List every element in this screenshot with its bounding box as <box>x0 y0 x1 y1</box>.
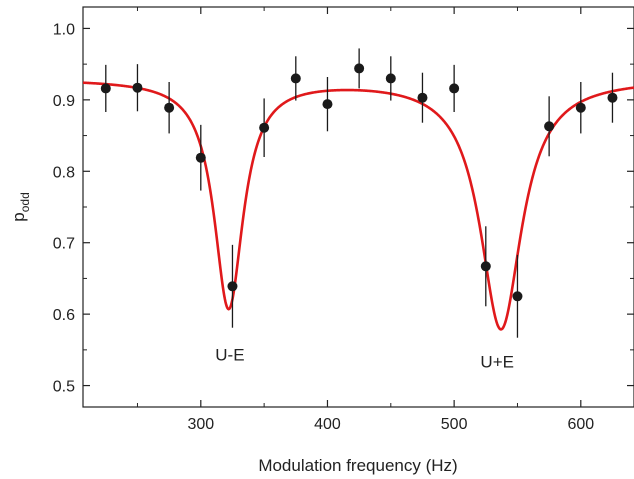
fit-curve <box>82 81 634 331</box>
y-axis-label: podd <box>9 192 32 222</box>
y-tick-label: 0.8 <box>53 164 75 181</box>
x-tick-label: 400 <box>314 416 341 433</box>
x-tick-label: 600 <box>567 416 594 433</box>
data-point <box>480 261 491 272</box>
data-point <box>544 121 555 132</box>
data-point <box>385 73 396 84</box>
dip-annotation: U-E <box>215 346 244 365</box>
data-point <box>164 102 175 113</box>
y-axis-label-subscript: odd <box>18 192 32 212</box>
data-point <box>322 99 333 110</box>
data-point <box>290 73 301 84</box>
y-tick-label: 0.9 <box>53 93 75 110</box>
data-point <box>575 102 586 113</box>
y-tick-label: 1.0 <box>53 21 75 38</box>
x-tick-label: 500 <box>441 416 468 433</box>
data-point <box>417 92 428 103</box>
x-axis-label: Modulation frequency (Hz) <box>258 456 457 475</box>
fit-curve-layer <box>82 81 634 331</box>
dip-annotation: U+E <box>480 353 514 372</box>
y-axis-label-main: p <box>9 212 28 221</box>
data-point <box>607 92 618 103</box>
data-point <box>227 281 238 292</box>
data-point <box>354 63 365 74</box>
y-tick-label: 0.5 <box>53 379 75 396</box>
data-point <box>449 83 460 94</box>
data-point <box>259 122 270 133</box>
data-point <box>100 83 111 94</box>
axis-ticks: 300 400 500 600 0.5 0.6 0.7 0.8 0.9 1.0 <box>53 7 634 433</box>
data-point <box>195 152 206 163</box>
y-tick-label: 0.6 <box>53 307 75 324</box>
data-points-layer <box>100 48 618 338</box>
y-tick-label: 0.7 <box>53 236 75 253</box>
x-tick-label: 300 <box>187 416 214 433</box>
annotations-layer: U-E U+E <box>215 346 514 372</box>
data-point <box>512 291 523 302</box>
data-point <box>132 82 143 93</box>
